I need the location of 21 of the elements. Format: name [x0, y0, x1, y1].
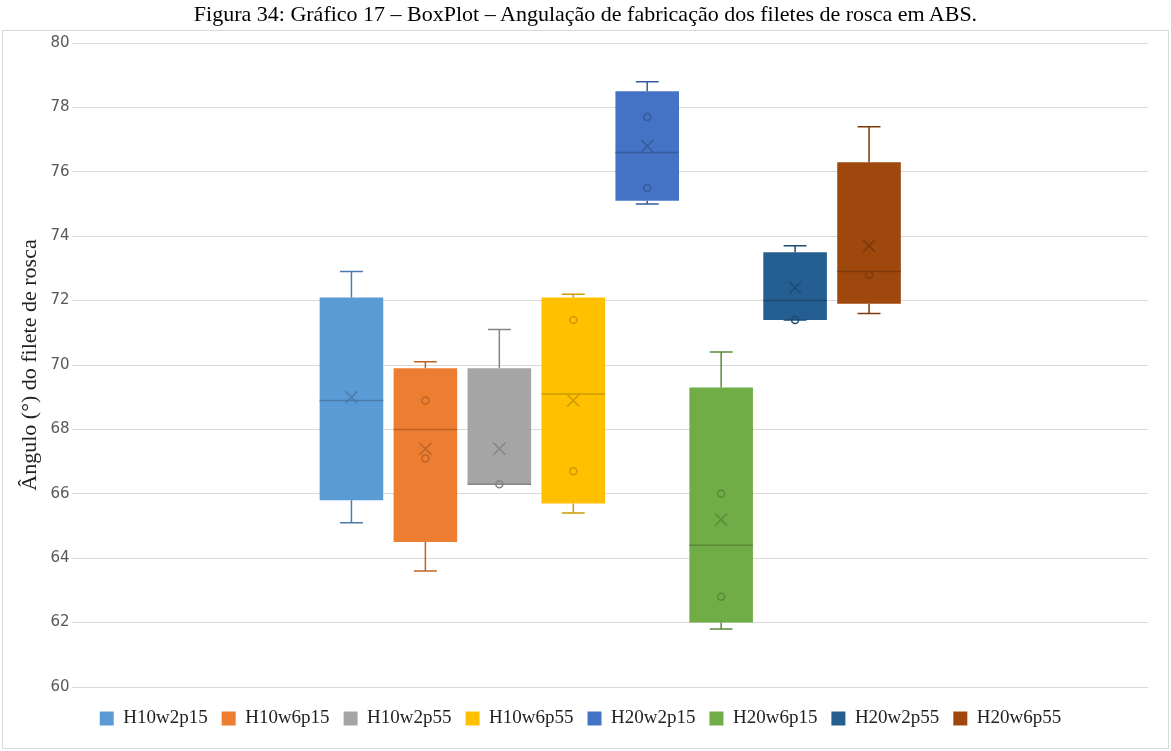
- y-tick-label: 80: [50, 32, 70, 51]
- y-tick-label: 74: [50, 226, 70, 245]
- y-axis-title: Ângulo (°) do filete de rosca: [15, 239, 41, 491]
- legend-label: H20w6p55: [976, 706, 1062, 728]
- legend-label: H10w6p15: [245, 706, 330, 728]
- legend-label: H10w6p55: [489, 706, 574, 728]
- y-tick-label: 68: [50, 419, 70, 438]
- legend-label: H10w2p55: [367, 706, 452, 728]
- y-tick-label: 70: [50, 354, 70, 373]
- y-tick-label: 62: [50, 612, 70, 631]
- legend-label: H20w2p15: [611, 706, 696, 728]
- y-tick-label: 64: [50, 548, 70, 567]
- y-tick-label: 60: [50, 676, 70, 695]
- chart-title: Figura 34: Gráfico 17 – BoxPlot – Angulação de fabricação dos filetes de rosca em ABS.: [192, 0, 979, 28]
- y-tick-label: 72: [50, 290, 70, 309]
- y-tick-label: 66: [50, 483, 70, 502]
- y-tick-label: 78: [50, 97, 70, 116]
- legend-label: H20w2p55: [854, 706, 940, 728]
- legend-label: H20w6p15: [732, 706, 818, 728]
- legend-label: H10w2p15: [123, 706, 208, 728]
- y-tick-label: 76: [50, 161, 70, 180]
